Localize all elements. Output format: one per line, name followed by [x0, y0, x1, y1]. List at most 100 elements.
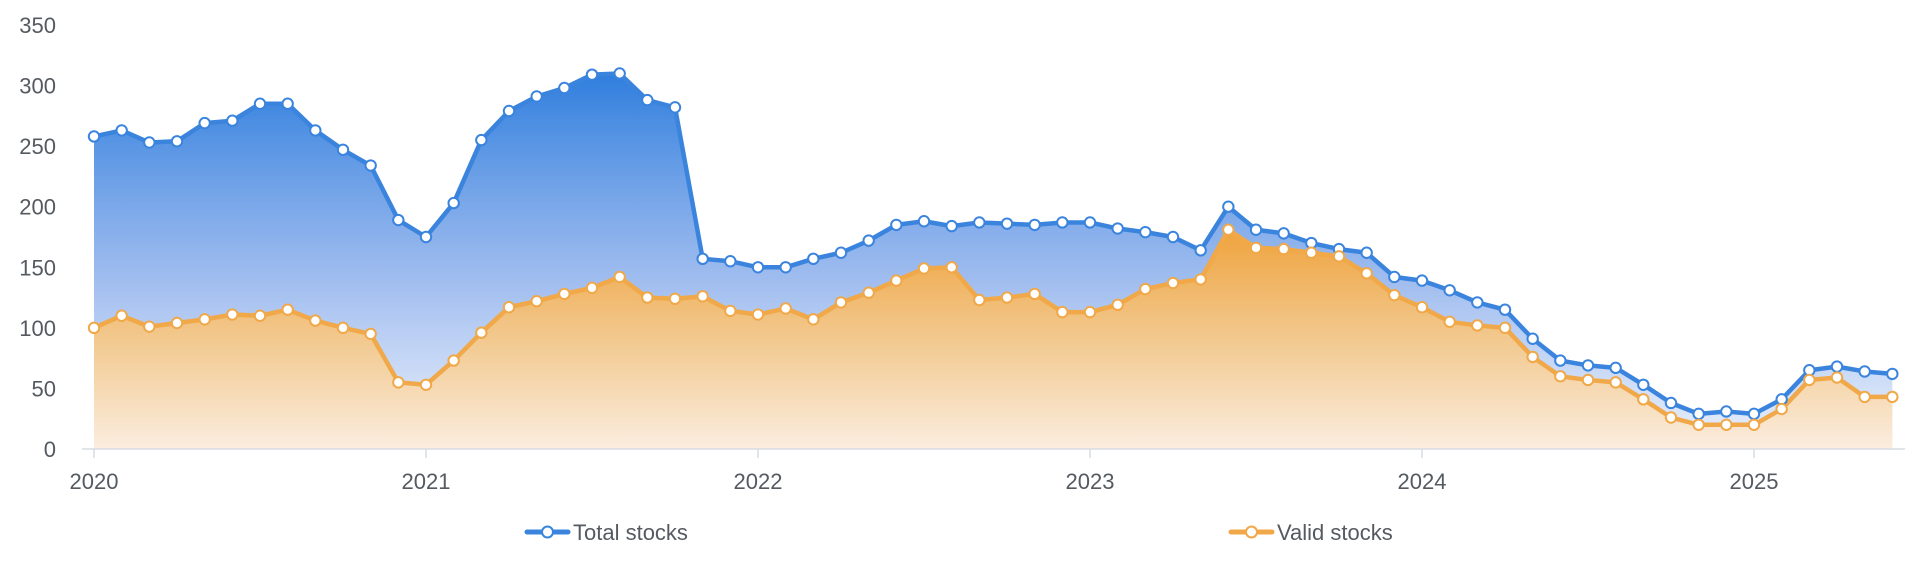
data-point-valid-stocks[interactable] [1886, 390, 1899, 404]
data-point-total-stocks[interactable] [309, 124, 322, 137]
data-point-valid-stocks[interactable] [779, 302, 792, 315]
data-point-valid-stocks[interactable] [1720, 418, 1733, 431]
data-point-valid-stocks[interactable] [253, 309, 267, 322]
data-point-total-stocks[interactable] [834, 246, 848, 259]
data-point-total-stocks[interactable] [973, 216, 986, 229]
data-point-valid-stocks[interactable] [668, 292, 682, 305]
data-point-valid-stocks[interactable] [392, 376, 405, 389]
data-point-valid-stocks[interactable] [170, 316, 184, 330]
data-point-valid-stocks[interactable] [834, 296, 848, 309]
data-point-total-stocks[interactable] [1083, 216, 1097, 229]
data-point-total-stocks[interactable] [1028, 218, 1041, 232]
data-point-total-stocks[interactable] [751, 261, 765, 274]
data-point-valid-stocks[interactable] [1664, 411, 1678, 424]
data-point-valid-stocks[interactable] [696, 290, 709, 303]
data-point-total-stocks[interactable] [724, 255, 737, 268]
data-point-total-stocks[interactable] [1830, 360, 1844, 373]
data-point-valid-stocks[interactable] [530, 295, 543, 308]
data-point-valid-stocks[interactable] [198, 313, 211, 326]
data-point-total-stocks[interactable] [641, 93, 654, 107]
data-point-total-stocks[interactable] [1498, 303, 1512, 316]
data-point-valid-stocks[interactable] [364, 327, 377, 341]
data-point-total-stocks[interactable] [696, 252, 709, 266]
data-point-valid-stocks[interactable] [890, 274, 903, 287]
data-point-total-stocks[interactable] [1277, 227, 1290, 240]
data-point-total-stocks[interactable] [1747, 407, 1761, 421]
data-point-valid-stocks[interactable] [973, 293, 986, 307]
data-point-total-stocks[interactable] [558, 81, 571, 95]
data-point-total-stocks[interactable] [502, 104, 516, 118]
data-point-valid-stocks[interactable] [1747, 418, 1761, 431]
data-point-total-stocks[interactable] [890, 218, 903, 232]
data-point-total-stocks[interactable] [1249, 223, 1263, 236]
data-point-valid-stocks[interactable] [558, 287, 571, 301]
data-point-valid-stocks[interactable] [917, 262, 931, 275]
data-point-valid-stocks[interactable] [1830, 371, 1844, 384]
data-point-valid-stocks[interactable] [724, 304, 737, 318]
data-point-total-stocks[interactable] [1443, 284, 1456, 297]
data-point-total-stocks[interactable] [1415, 274, 1429, 287]
data-point-total-stocks[interactable] [1581, 359, 1595, 372]
data-point-total-stocks[interactable] [170, 135, 184, 148]
data-point-total-stocks[interactable] [1886, 367, 1899, 381]
data-point-valid-stocks[interactable] [751, 308, 765, 321]
data-point-total-stocks[interactable] [917, 215, 931, 228]
data-point-valid-stocks[interactable] [1637, 393, 1650, 406]
data-point-total-stocks[interactable] [336, 143, 350, 156]
data-point-valid-stocks[interactable] [1581, 373, 1595, 387]
data-point-valid-stocks[interactable] [613, 270, 626, 284]
data-point-total-stocks[interactable] [1166, 230, 1180, 244]
data-point-total-stocks[interactable] [1692, 407, 1705, 421]
data-point-total-stocks[interactable] [475, 133, 488, 147]
data-point-total-stocks[interactable] [945, 219, 958, 233]
data-point-total-stocks[interactable] [1139, 225, 1152, 239]
data-point-total-stocks[interactable] [1056, 216, 1069, 229]
data-point-valid-stocks[interactable] [226, 308, 239, 321]
data-point-valid-stocks[interactable] [1443, 315, 1456, 328]
data-point-total-stocks[interactable] [613, 67, 626, 80]
data-point-total-stocks[interactable] [585, 68, 599, 81]
data-point-total-stocks[interactable] [1637, 378, 1650, 391]
data-point-valid-stocks[interactable] [502, 301, 516, 314]
data-point-valid-stocks[interactable] [1554, 370, 1567, 383]
data-point-valid-stocks[interactable] [1388, 288, 1401, 302]
data-point-total-stocks[interactable] [253, 97, 267, 110]
data-point-valid-stocks[interactable] [585, 281, 599, 295]
data-point-total-stocks[interactable] [1471, 296, 1484, 309]
data-point-valid-stocks[interactable] [1028, 287, 1041, 301]
legend-item-total-stocks[interactable]: Total stocks [524, 520, 688, 545]
data-point-valid-stocks[interactable] [1775, 402, 1788, 416]
data-point-total-stocks[interactable] [1526, 332, 1539, 345]
data-point-valid-stocks[interactable] [1692, 418, 1705, 431]
data-point-total-stocks[interactable] [807, 252, 820, 266]
legend-item-valid-stocks[interactable]: Valid stocks [1228, 520, 1393, 545]
data-point-total-stocks[interactable] [1000, 217, 1014, 230]
data-point-valid-stocks[interactable] [862, 286, 875, 299]
data-point-valid-stocks[interactable] [1803, 373, 1816, 387]
data-point-total-stocks[interactable] [1609, 361, 1622, 375]
data-point-valid-stocks[interactable] [1194, 273, 1207, 286]
data-point-total-stocks[interactable] [226, 114, 239, 127]
data-point-total-stocks[interactable] [1858, 365, 1871, 378]
data-point-total-stocks[interactable] [392, 213, 405, 227]
data-point-valid-stocks[interactable] [1858, 390, 1871, 404]
data-point-valid-stocks[interactable] [1332, 250, 1346, 263]
data-point-valid-stocks[interactable] [1222, 223, 1235, 236]
data-point-total-stocks[interactable] [143, 136, 156, 149]
data-point-valid-stocks[interactable] [1000, 291, 1014, 304]
data-point-valid-stocks[interactable] [1083, 305, 1097, 319]
data-point-total-stocks[interactable] [419, 230, 433, 244]
data-point-total-stocks[interactable] [862, 234, 875, 247]
data-point-total-stocks[interactable] [779, 261, 792, 274]
data-point-valid-stocks[interactable] [419, 378, 433, 391]
data-point-valid-stocks[interactable] [1415, 301, 1429, 314]
data-point-valid-stocks[interactable] [641, 291, 654, 304]
data-point-valid-stocks[interactable] [1526, 350, 1539, 364]
data-point-valid-stocks[interactable] [143, 320, 156, 333]
data-point-valid-stocks[interactable] [945, 261, 958, 274]
data-point-valid-stocks[interactable] [281, 303, 294, 316]
data-point-valid-stocks[interactable] [447, 354, 460, 367]
data-point-valid-stocks[interactable] [87, 321, 101, 335]
data-point-total-stocks[interactable] [1664, 396, 1678, 410]
data-point-total-stocks[interactable] [1111, 222, 1124, 235]
